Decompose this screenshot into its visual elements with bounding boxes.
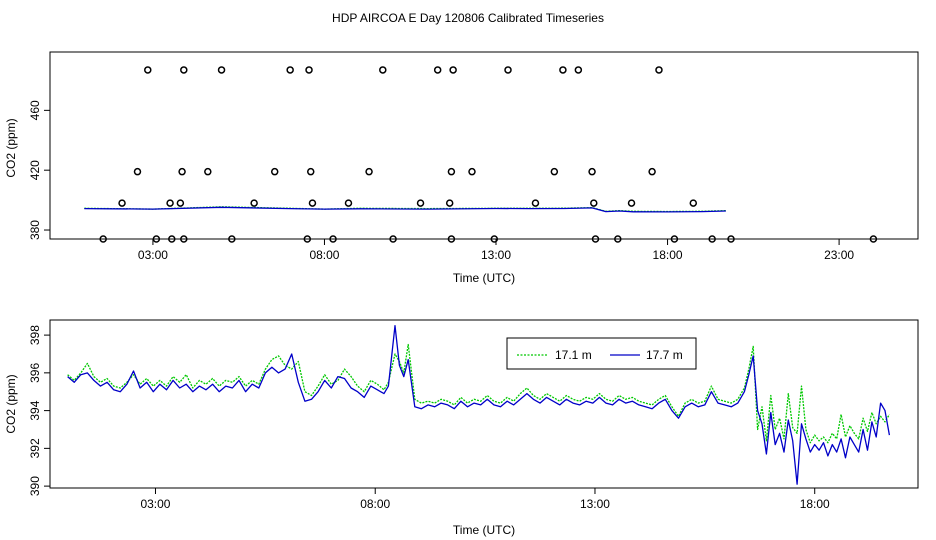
series-line-17-7m [84,206,726,213]
calibration-point [303,235,312,243]
y-tick-label: 390 [28,476,42,496]
top-y-axis-label: CO2 (ppm) [4,118,18,177]
y-tick-label: 380 [28,220,42,240]
x-tick-label: 08:00 [309,248,339,262]
top-x-axis: 03:00 08:00 13:00 18:00 23:00 [138,239,854,262]
series-line-17-7m [67,325,891,485]
top-calibration-points [99,66,878,243]
legend-box [506,337,697,370]
bottom-x-axis-label: Time (UTC) [453,523,515,537]
calibration-point [180,66,188,74]
calibration-point [344,199,353,207]
calibration-point [389,235,397,243]
top-panel: 380 420 460 03:00 08:00 13:00 18:00 23:00 Time… [4,51,919,285]
y-tick-label: 460 [28,100,42,120]
calibration-point [708,235,716,243]
bottom-y-axis-label: CO2 (ppm) [4,374,18,433]
bottom-series-lines [67,325,891,485]
series-line-17-1m [67,343,890,444]
calibration-point [468,167,476,176]
y-tick-label: 396 [28,363,42,383]
calibration-point [590,199,598,207]
calibration-point [217,66,226,74]
calibration-point [329,235,337,243]
calibration-point [550,167,559,176]
calibration-point [627,199,636,207]
top-plot-frame [49,51,919,240]
calibration-point [689,199,698,207]
x-tick-label: 08:00 [360,497,390,511]
calibration-point [490,235,499,243]
calibration-point [574,66,583,74]
calibration-point [869,235,878,243]
calibration-point [416,199,425,207]
calibration-point [559,66,567,74]
x-tick-label: 03:00 [140,497,170,511]
x-tick-label: 03:00 [138,248,168,262]
calibration-point [250,199,258,207]
calibration-point [133,167,142,176]
calibration-point [504,66,512,74]
calibration-point [144,66,152,74]
calibration-point [531,199,540,207]
calibration-point [180,235,188,243]
legend: 17.1 m 17.7 m [506,337,697,370]
calibration-point [449,66,457,74]
legend-label-17-7m: 17.7 m [646,348,683,362]
x-tick-label: 13:00 [481,248,511,262]
calibration-point [614,235,622,243]
calibration-point [308,199,317,207]
calibration-point [152,235,161,243]
calibration-point [204,167,212,176]
calibration-point [591,235,600,243]
bottom-plot-frame [49,319,919,489]
calibration-point [670,235,679,243]
calibration-point [176,199,185,207]
calibration-point [178,167,186,176]
x-tick-label: 13:00 [580,497,610,511]
calibration-point [447,235,456,243]
y-tick-label: 420 [28,160,42,180]
y-tick-label: 392 [28,438,42,458]
calibration-point [118,199,126,207]
calibration-point [648,167,656,176]
calibration-point [445,199,454,207]
x-tick-label: 18:00 [800,497,830,511]
calibration-point [365,167,373,176]
legend-label-17-1m: 17.1 m [555,348,592,362]
calibration-point [655,66,663,74]
top-y-axis: 380 420 460 [28,100,50,240]
calibration-point [305,66,313,74]
calibration-point [433,66,442,74]
bottom-x-axis: 03:00 08:00 13:00 18:00 [140,488,830,511]
calibration-point [270,167,279,176]
calibration-point [306,167,315,176]
calibration-point [99,235,107,243]
calibration-point [168,235,176,243]
calibration-point [379,66,387,74]
calibration-point [447,167,456,176]
calibration-point [228,235,236,243]
bottom-y-axis: 390 392 394 396 398 [28,325,50,496]
x-tick-label: 23:00 [824,248,854,262]
calibration-point [166,199,174,207]
top-x-axis-label: Time (UTC) [453,271,515,285]
y-tick-label: 394 [28,400,42,420]
y-tick-label: 398 [28,325,42,345]
top-series-lines [84,206,726,213]
calibration-point [588,167,596,176]
calibration-point [727,235,735,243]
chart-title: HDP AIRCOA E Day 120806 Calibrated Times… [332,11,604,25]
calibration-point [286,66,294,74]
x-tick-label: 18:00 [653,248,683,262]
bottom-panel: 390 392 394 396 398 03:00 08:00 13:00 18:00 17.… [4,319,919,537]
